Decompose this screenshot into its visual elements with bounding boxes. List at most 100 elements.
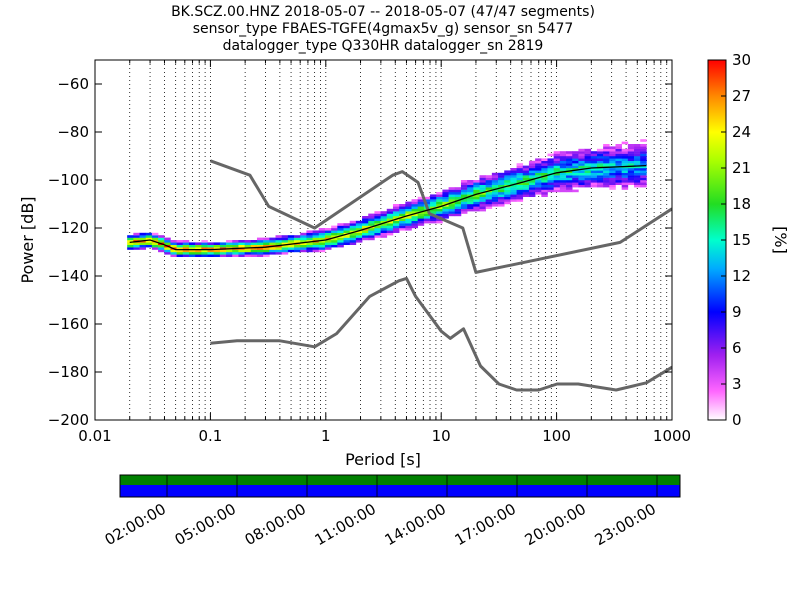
heatmap-cell — [467, 184, 474, 188]
heatmap-cell — [337, 228, 344, 231]
heatmap-cell — [287, 247, 295, 250]
heatmap-cell — [473, 194, 480, 197]
heatmap-cell — [572, 168, 579, 171]
heatmap-cell — [170, 244, 177, 248]
heatmap-cell — [627, 151, 635, 154]
heatmap-cell — [621, 172, 629, 176]
heatmap-cell — [590, 163, 598, 166]
heatmap-cell — [553, 158, 561, 161]
heatmap-cell — [491, 184, 499, 188]
heatmap-cell — [528, 172, 536, 176]
heatmap-cell — [596, 175, 604, 178]
heatmap-cell — [294, 235, 301, 238]
heatmap-cell — [145, 237, 153, 241]
heatmap-cell — [448, 211, 456, 214]
heatmap-cell — [442, 201, 449, 205]
heatmap-cell — [244, 252, 252, 255]
heatmap-cell — [232, 244, 239, 248]
heatmap-cell — [516, 163, 524, 166]
heatmap-cell — [139, 237, 147, 241]
heatmap-cell — [596, 163, 604, 166]
heatmap-cell — [460, 192, 468, 195]
heatmap-cell — [553, 172, 561, 176]
heatmap-cell — [640, 151, 647, 154]
heatmap-cell — [417, 216, 425, 219]
heatmap-cell — [145, 240, 153, 243]
title-line: datalogger_type Q330HR datalogger_sn 281… — [223, 38, 544, 54]
heatmap-cell — [541, 168, 548, 171]
heatmap-cell — [362, 218, 369, 221]
heatmap-cell — [374, 235, 381, 238]
heatmap-cell — [584, 163, 592, 166]
heatmap-cell — [553, 153, 561, 157]
heatmap-cell — [374, 211, 381, 214]
heatmap-cell — [454, 187, 462, 190]
heatmap-cell — [516, 192, 524, 195]
heatmap-cell — [572, 153, 579, 157]
heatmap-cell — [306, 249, 313, 253]
heatmap-cell — [603, 177, 610, 181]
heatmap-cell — [312, 247, 320, 250]
heatmap-cell — [609, 177, 616, 181]
colorbar: 0 3 6 9 12 15 18 21 24 27 30 [%] — [707, 51, 790, 429]
heatmap-cell — [566, 189, 573, 193]
heatmap-cell — [374, 220, 381, 224]
heatmap-cell — [547, 170, 554, 173]
heatmap-cell — [368, 220, 375, 224]
heatmap-cell — [195, 242, 202, 245]
heatmap-cell — [331, 232, 338, 236]
heatmap-cell — [454, 211, 462, 214]
heatmap-cell — [504, 170, 511, 173]
heatmap-cell — [417, 220, 425, 224]
heatmap-cell — [139, 232, 147, 236]
heatmap-cell — [145, 244, 153, 248]
heatmap-cell — [615, 177, 622, 181]
heatmap-cell — [219, 242, 227, 245]
heatmap-cell — [176, 254, 184, 257]
y-tick-label: −80 — [57, 123, 89, 141]
heatmap-cell — [368, 223, 375, 226]
heatmap-cell — [331, 240, 338, 243]
heatmap-cell — [300, 240, 307, 243]
heatmap-cell — [566, 172, 573, 176]
heatmap-cell — [349, 235, 357, 238]
heatmap-cell — [584, 156, 592, 159]
x-tick-label: 100 — [542, 427, 571, 445]
heatmap-cell — [615, 170, 622, 173]
heatmap-cell — [566, 165, 573, 169]
heatmap-cell — [634, 177, 641, 181]
heatmap-cell — [609, 151, 616, 154]
heatmap-cell — [380, 216, 388, 219]
heatmap-cell — [318, 247, 326, 250]
heatmap-cell — [386, 228, 394, 231]
heatmap-cell — [448, 192, 456, 195]
heatmap-cell — [133, 232, 140, 236]
heatmap-cell — [541, 170, 548, 173]
heatmap-cell — [170, 242, 177, 245]
colorbar-tick-label: 3 — [732, 375, 742, 393]
heatmap-cell — [380, 232, 388, 236]
heatmap-cell — [634, 163, 641, 166]
x-axis-label: Period [s] — [345, 450, 421, 469]
heatmap-cell — [318, 232, 326, 236]
heatmap-cell — [399, 218, 406, 221]
heatmap-cell — [596, 165, 604, 169]
heatmap-cell — [504, 175, 511, 178]
heatmap-cell — [343, 230, 350, 233]
heatmap-cell — [498, 187, 505, 190]
heatmap-cell — [281, 240, 289, 243]
heatmap-cell — [467, 187, 474, 190]
heatmap-cell — [473, 196, 480, 200]
heatmap-cell — [349, 240, 357, 243]
heatmap-cell — [572, 189, 579, 193]
colorbar-tick-label: 21 — [732, 159, 751, 177]
heatmap-cell — [522, 170, 530, 173]
heatmap-cell — [139, 235, 147, 238]
heatmap-cell — [473, 206, 480, 209]
y-tick-label: −140 — [48, 267, 89, 285]
heatmap-cell — [281, 247, 289, 250]
heatmap-cell — [386, 218, 394, 221]
heatmap-cell — [640, 160, 647, 164]
heatmap-cell — [362, 216, 369, 219]
heatmap-cell — [442, 192, 449, 195]
